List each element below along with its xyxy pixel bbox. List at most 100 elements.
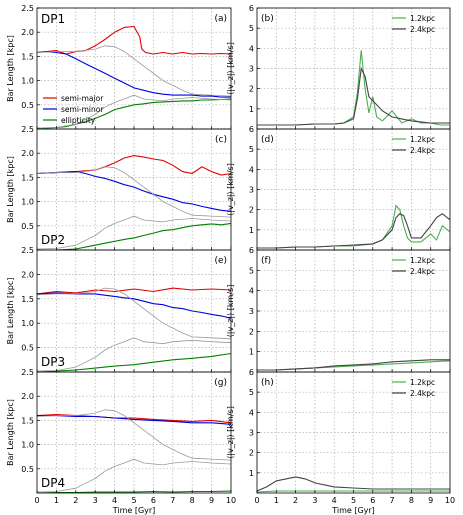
panel-label: (h) — [261, 378, 274, 388]
y-tick-label: 6 — [249, 4, 254, 13]
panel-d: 1 2 3 4 5 6 ⟨|v_z|⟩ [km/s] (d) 1.2kpc 2.4kpc — [226, 125, 451, 251]
legend: 1.2kpc 2.4kpc — [392, 135, 435, 155]
x-tick-label: 7 — [170, 496, 175, 505]
x-tick-label: 7 — [390, 496, 395, 505]
x-tick-label: 2 — [293, 496, 298, 505]
y-tick-label: 1 — [249, 226, 254, 235]
model-label: DP2 — [41, 233, 65, 247]
x-tick-label: 9 — [428, 496, 433, 505]
legend-entry: semi-minor — [61, 105, 104, 114]
y-tick-label: 1.5 — [21, 416, 34, 425]
y-axis-label: ⟨|v_z|⟩ [km/s] — [226, 406, 235, 459]
y-tick-label: 2 — [249, 327, 254, 336]
series-line-reference — [37, 409, 231, 461]
y-tick-label: 2.0 — [21, 270, 34, 279]
x-tick-label: 6 — [151, 496, 156, 505]
model-label: DP4 — [41, 476, 65, 490]
series-line-reference — [37, 45, 231, 97]
x-tick-label: 4 — [332, 496, 337, 505]
y-tick-label: 2.5 — [21, 125, 34, 134]
x-tick-label: 2 — [73, 496, 78, 505]
series-group — [37, 155, 231, 250]
legend-entry: 2.4kpc — [410, 267, 435, 276]
y-tick-label: 0.5 — [21, 101, 34, 110]
legend-entry: ellipticity — [61, 116, 96, 125]
x-tick-label: 1 — [54, 496, 59, 505]
y-tick-label: 2.0 — [21, 28, 34, 37]
y-tick-label: 2 — [249, 85, 254, 94]
legend: 1.2kpc 2.4kpc — [392, 14, 435, 34]
panel-h: 1 2 3 4 5 6 0 1 2 3 4 5 6 7 8 9 10 Time [Gyr] ⟨|v_z|⟩ [km/… — [226, 368, 455, 515]
model-label: DP3 — [41, 355, 65, 369]
x-tick-label: 3 — [93, 496, 98, 505]
legend: 1.2kpc 2.4kpc — [392, 256, 435, 276]
panel-a: 0.5 1.0 1.5 2.0 2.5 Bar Length [kpc] (a) DP1 sem… — [6, 4, 232, 130]
series-line-2-4kpc — [257, 66, 450, 126]
y-tick-label: 1.5 — [21, 52, 34, 61]
panel-label: (a) — [214, 14, 227, 24]
y-tick-label: 1.5 — [21, 173, 34, 182]
legend: 1.2kpc 2.4kpc — [392, 378, 435, 398]
y-tick-label: 1.0 — [21, 198, 34, 207]
y-tick-label: 1 — [249, 105, 254, 114]
y-tick-label: 4 — [249, 44, 254, 53]
y-tick-label: 0.5 — [21, 344, 34, 353]
y-axis-label: Bar Length [kpc] — [6, 35, 15, 102]
x-tick-label: 5 — [351, 496, 356, 505]
y-tick-label: 2.0 — [21, 149, 34, 158]
x-tick-label: 1 — [274, 496, 279, 505]
y-tick-label: 6 — [249, 368, 254, 377]
series-line-semi-minor — [37, 415, 231, 425]
y-tick-label: 2.5 — [21, 246, 34, 255]
x-tick-label: 5 — [131, 496, 136, 505]
y-tick-label: 2.5 — [21, 368, 34, 377]
y-axis-label: Bar Length [kpc] — [6, 156, 15, 223]
x-tick-label: 10 — [445, 496, 455, 505]
legend-entry: 1.2kpc — [410, 256, 435, 265]
series-line-ellipticity — [37, 352, 231, 372]
series-group — [257, 359, 450, 371]
x-tick-label: 9 — [209, 496, 214, 505]
y-tick-label: 5 — [249, 145, 254, 154]
y-tick-label: 0.5 — [21, 465, 34, 474]
panel-label: (d) — [261, 135, 274, 145]
series-line-2-4kpc — [257, 359, 450, 371]
panel-b: 1 2 3 4 5 6 ⟨|v_z|⟩ [km/s] (b) 1.2kpc 2.4kpc — [226, 4, 451, 130]
y-tick-label: 5 — [249, 266, 254, 275]
x-tick-label: 0 — [34, 496, 39, 505]
series-line-semi-minor — [37, 292, 231, 319]
y-tick-label: 0.5 — [21, 222, 34, 231]
panel-e: 0.5 1.0 1.5 2.0 2.5 Bar Length [kpc] (e) DP3 — [6, 246, 232, 373]
panel-label: (e) — [214, 256, 227, 266]
y-tick-label: 2 — [249, 449, 254, 458]
model-label: DP1 — [41, 12, 65, 26]
legend-entry: 2.4kpc — [410, 389, 435, 398]
y-axis-label: Bar Length [kpc] — [6, 399, 15, 466]
y-axis-label: Bar Length [kpc] — [6, 278, 15, 345]
y-tick-label: 4 — [249, 165, 254, 174]
legend-entry: 1.2kpc — [410, 135, 435, 144]
y-axis-label: ⟨|v_z|⟩ [km/s] — [226, 285, 235, 338]
y-tick-label: 3 — [249, 65, 254, 74]
x-tick-label: 6 — [370, 496, 375, 505]
series-line-semi-major — [37, 25, 231, 55]
panel-f: 1 2 3 4 5 6 ⟨|v_z|⟩ [km/s] (f) 1.2kpc 2.4kpc — [226, 246, 451, 373]
series-line-semi-minor — [37, 171, 231, 212]
y-tick-label: 6 — [249, 125, 254, 134]
legend: semi-major semi-minor ellipticity — [43, 94, 104, 125]
y-tick-label: 1.0 — [21, 319, 34, 328]
series-line-reference — [37, 166, 231, 218]
series-line-semi-minor — [37, 51, 231, 98]
panel-label: (g) — [214, 378, 227, 388]
series-line-2-4kpc — [257, 476, 450, 492]
y-tick-label: 1 — [249, 469, 254, 478]
panel-label: (c) — [215, 135, 227, 145]
y-tick-label: 1.5 — [21, 295, 34, 304]
y-tick-label: 5 — [249, 24, 254, 33]
y-tick-label: 3 — [249, 429, 254, 438]
x-tick-label: 0 — [254, 496, 259, 505]
y-tick-label: 4 — [249, 408, 254, 417]
legend-entry: semi-major — [61, 94, 104, 103]
series-line-reference — [37, 458, 231, 493]
x-tick-label: 4 — [112, 496, 117, 505]
